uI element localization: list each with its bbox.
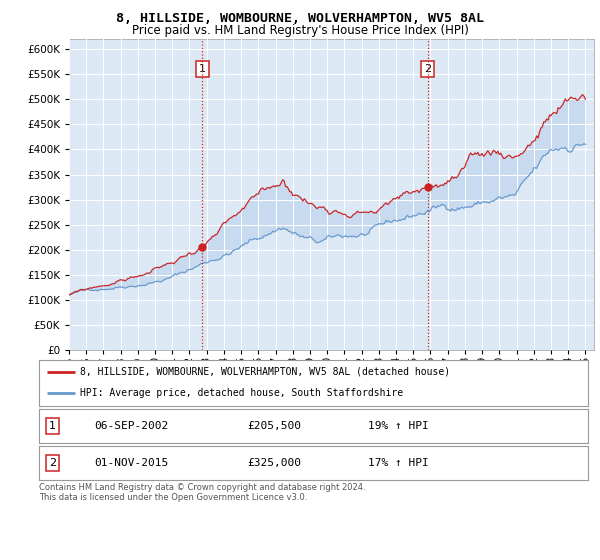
- Text: 01-NOV-2015: 01-NOV-2015: [94, 458, 168, 468]
- Text: 2: 2: [424, 64, 431, 74]
- Text: 2: 2: [49, 458, 56, 468]
- Text: £205,500: £205,500: [248, 421, 302, 431]
- Text: Price paid vs. HM Land Registry's House Price Index (HPI): Price paid vs. HM Land Registry's House …: [131, 24, 469, 37]
- Text: 19% ↑ HPI: 19% ↑ HPI: [368, 421, 429, 431]
- Text: HPI: Average price, detached house, South Staffordshire: HPI: Average price, detached house, Sout…: [80, 388, 403, 398]
- Text: 8, HILLSIDE, WOMBOURNE, WOLVERHAMPTON, WV5 8AL: 8, HILLSIDE, WOMBOURNE, WOLVERHAMPTON, W…: [116, 12, 484, 25]
- Text: 1: 1: [199, 64, 206, 74]
- Text: 06-SEP-2002: 06-SEP-2002: [94, 421, 168, 431]
- Text: 17% ↑ HPI: 17% ↑ HPI: [368, 458, 429, 468]
- Text: 8, HILLSIDE, WOMBOURNE, WOLVERHAMPTON, WV5 8AL (detached house): 8, HILLSIDE, WOMBOURNE, WOLVERHAMPTON, W…: [80, 367, 450, 376]
- Text: Contains HM Land Registry data © Crown copyright and database right 2024.
This d: Contains HM Land Registry data © Crown c…: [39, 483, 365, 502]
- Text: 1: 1: [49, 421, 56, 431]
- Text: £325,000: £325,000: [248, 458, 302, 468]
